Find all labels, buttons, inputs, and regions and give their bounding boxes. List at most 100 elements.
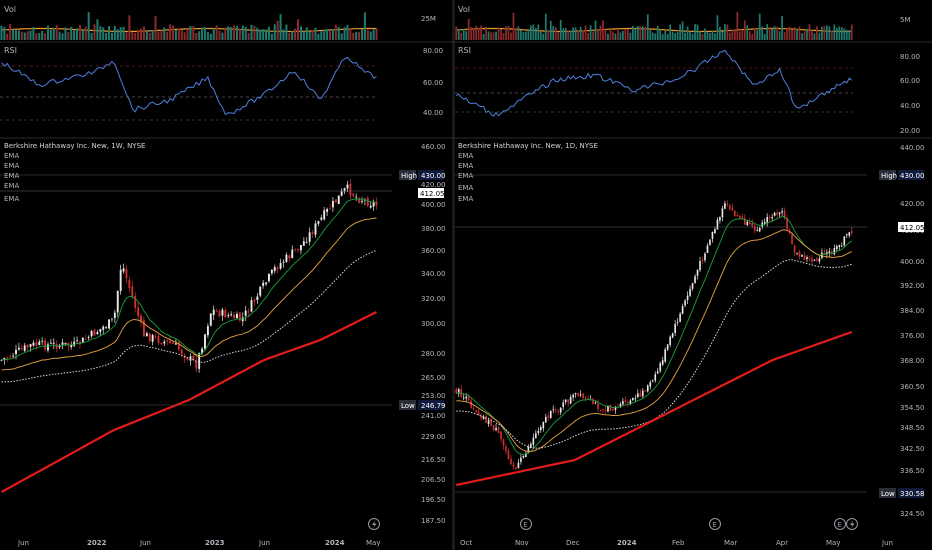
volume-bar bbox=[771, 28, 774, 40]
volume-bar bbox=[778, 31, 781, 40]
svg-text:330.58: 330.58 bbox=[900, 490, 925, 498]
volume-bar bbox=[285, 24, 288, 40]
rsi-tick: 60.00 bbox=[900, 77, 920, 85]
time-tick: 2023 bbox=[205, 539, 225, 547]
volume-bar bbox=[302, 31, 305, 40]
volume-bar bbox=[512, 12, 515, 40]
time-tick: Jun bbox=[17, 539, 29, 547]
time-tick: 2024 bbox=[325, 539, 345, 547]
volume-bar bbox=[265, 29, 268, 40]
volume-bar bbox=[756, 30, 759, 40]
volume-bar bbox=[525, 31, 527, 40]
rsi-tick: 80.00 bbox=[423, 47, 443, 55]
volume-bar bbox=[61, 33, 64, 40]
volume-bar bbox=[761, 26, 764, 40]
volume-bar bbox=[671, 31, 674, 40]
time-axis[interactable]: Oct Nov Dec 2024 Feb Mar Apr May Jun bbox=[460, 539, 893, 547]
volume-bar bbox=[617, 28, 619, 40]
price-tick: 420.00 bbox=[421, 181, 446, 189]
volume-bar bbox=[788, 26, 791, 40]
left-chart-pane[interactable]: Vol 25M RSI 80.00 60.00 40.00 Berkshire … bbox=[0, 5, 452, 547]
volume-bar bbox=[294, 28, 297, 40]
volume-bar bbox=[828, 26, 831, 40]
price-series bbox=[455, 174, 867, 493]
ema-label: EMA bbox=[4, 172, 19, 180]
volume-bar bbox=[352, 32, 355, 40]
rsi-tick: 80.00 bbox=[900, 53, 920, 61]
price-tick: 253.00 bbox=[421, 392, 446, 400]
volume-bar bbox=[369, 31, 372, 40]
flash-icon[interactable] bbox=[846, 518, 858, 530]
volume-bar bbox=[195, 33, 198, 40]
ema-line bbox=[456, 216, 853, 455]
price-tick: 420.00 bbox=[900, 200, 925, 208]
price-tick: 342.50 bbox=[900, 445, 925, 453]
svg-text:412.05: 412.05 bbox=[420, 190, 445, 198]
price-tick: 360.00 bbox=[421, 247, 446, 255]
volume-bar bbox=[93, 24, 96, 40]
price-tick: 354.50 bbox=[900, 404, 925, 412]
price-tick: 440.00 bbox=[900, 144, 925, 152]
price-series bbox=[0, 174, 392, 493]
volume-bar bbox=[166, 31, 169, 40]
volume-bar bbox=[840, 27, 843, 40]
volume-bar bbox=[337, 26, 340, 40]
volume-bar bbox=[270, 33, 273, 40]
volume-bar bbox=[644, 26, 647, 40]
volume-bar bbox=[669, 24, 672, 40]
volume-bar bbox=[751, 33, 754, 40]
volume-bar bbox=[791, 29, 793, 40]
svg-text:430.00: 430.00 bbox=[900, 172, 925, 180]
time-tick: Apr bbox=[776, 539, 788, 547]
high-badge: High 430.00 bbox=[879, 170, 925, 180]
volume-bar bbox=[38, 33, 41, 40]
volume-bar bbox=[90, 33, 93, 40]
volume-bar bbox=[748, 31, 751, 40]
volume-bar bbox=[529, 25, 532, 40]
volume-bar bbox=[256, 27, 259, 40]
time-tick: Jun bbox=[139, 539, 151, 547]
volume-bar bbox=[14, 30, 18, 40]
price-axis[interactable]: 460.00 420.00 400.00 380.00 360.00 340.0… bbox=[421, 143, 446, 525]
time-axis[interactable]: Jun 2022 Jun 2023 Jun 2024 May bbox=[17, 539, 380, 547]
time-tick: 2022 bbox=[87, 539, 107, 547]
volume-bar bbox=[96, 19, 99, 40]
volume-bar bbox=[329, 31, 332, 40]
rsi-tick: 20.00 bbox=[900, 127, 920, 135]
volume-bar bbox=[821, 26, 823, 40]
volume-bar bbox=[651, 32, 654, 40]
volume-bar bbox=[818, 32, 821, 40]
volume-bar bbox=[311, 30, 314, 40]
volume-bar bbox=[137, 29, 140, 40]
price-tick: 324.50 bbox=[900, 510, 925, 518]
price-tick: 320.00 bbox=[421, 295, 446, 303]
volume-bar bbox=[549, 20, 552, 40]
earnings-icon[interactable]: E bbox=[709, 518, 721, 530]
volume-bar bbox=[125, 32, 128, 40]
right-chart-pane[interactable]: Vol 5M RSI 80.00 60.00 40.00 20.00 Berks… bbox=[451, 5, 932, 547]
svg-text:High: High bbox=[401, 172, 417, 180]
volume-bar bbox=[244, 26, 247, 40]
volume-bar bbox=[582, 30, 584, 40]
price-tick: 206.50 bbox=[421, 476, 446, 484]
volume-bar bbox=[99, 26, 102, 40]
flash-icon[interactable] bbox=[368, 518, 380, 530]
earnings-icon[interactable]: E bbox=[520, 518, 532, 530]
volume-bar bbox=[320, 31, 323, 40]
svg-text:E: E bbox=[712, 521, 716, 529]
volume-bar bbox=[709, 32, 711, 40]
time-tick: Oct bbox=[460, 539, 472, 547]
volume-bar bbox=[631, 25, 634, 40]
price-tick: 392.00 bbox=[900, 282, 925, 290]
ema-label: EMA bbox=[458, 162, 473, 170]
pane-divider[interactable] bbox=[452, 0, 455, 550]
earnings-icon[interactable]: E bbox=[834, 518, 846, 530]
ema-label: EMA bbox=[458, 195, 473, 203]
volume-bar bbox=[495, 31, 497, 40]
rsi-label: RSI bbox=[458, 46, 471, 55]
volume-bar bbox=[639, 26, 642, 40]
volume-bar bbox=[622, 30, 624, 40]
volume-bar bbox=[507, 25, 510, 40]
volume-bar bbox=[465, 31, 468, 40]
volume-bar bbox=[823, 26, 826, 40]
